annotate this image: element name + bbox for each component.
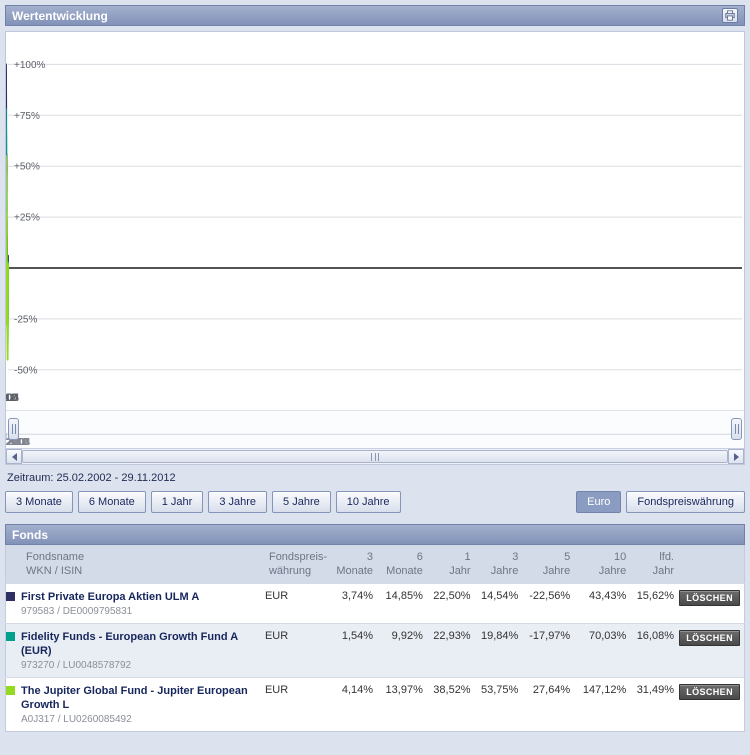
column-header-10-jahre: 10 Jahre	[574, 545, 631, 584]
chart-scrollbar[interactable]	[6, 448, 744, 464]
scrollbar-grip-icon	[371, 452, 379, 461]
chart-panel: +100%+75%+50%+25%-25%-50%200420062008201…	[5, 31, 745, 465]
svg-text:-25%: -25%	[14, 314, 37, 325]
column-header-3-jahre: 3 Jahre	[474, 545, 523, 584]
currency-button-euro[interactable]: Euro	[576, 491, 622, 513]
performance-chart[interactable]: +100% +75% +50% +25% -25% -50% 200420062008201…	[6, 32, 744, 410]
perf-10-jahre: 147,12%	[574, 677, 631, 732]
column-header-3-monate: 3 Monate	[329, 545, 378, 584]
svg-text:2004: 2004	[8, 437, 31, 448]
perf-3-monate: 3,74%	[329, 583, 378, 624]
chart-section-title: Wertentwicklung	[12, 8, 108, 23]
svg-text:2010: 2010	[6, 392, 17, 404]
scroll-right-button[interactable]	[728, 449, 744, 464]
period-button-3-jahre[interactable]: 3 Jahre	[208, 491, 268, 513]
delete-fund-button[interactable]: LÖSCHEN	[679, 590, 740, 606]
column-header-lfd-jahr: lfd. Jahr	[630, 545, 678, 584]
delete-fund-button[interactable]: LÖSCHEN	[679, 630, 740, 646]
scroll-left-button[interactable]	[6, 449, 22, 464]
svg-text:2010: 2010	[6, 437, 29, 448]
printer-glyph	[725, 10, 735, 21]
delete-fund-button[interactable]: LÖSCHEN	[679, 684, 740, 700]
range-navigator[interactable]: 2004 2006 2008 2010 2012	[6, 410, 744, 448]
fund-currency: EUR	[264, 583, 330, 624]
currency-button-fondswaehrung[interactable]: Fondspreiswährung	[626, 491, 745, 513]
series-color-swatch	[6, 632, 15, 641]
fund-wkn-isin: A0J317 / LU0260085492	[21, 714, 132, 725]
svg-text:2006: 2006	[6, 392, 19, 404]
svg-text:2012: 2012	[6, 392, 17, 404]
svg-text:-50%: -50%	[14, 365, 37, 376]
perf-3-jahre: 53,75%	[474, 677, 523, 732]
perf-lfd-jahr: 31,49%	[630, 677, 678, 732]
svg-text:2012: 2012	[6, 437, 28, 448]
column-header-fondsname: Fondsname WKN / ISIN	[5, 545, 265, 584]
scrollbar-thumb[interactable]	[22, 450, 728, 463]
perf-10-jahre: 70,03%	[574, 623, 631, 678]
svg-text:2006: 2006	[8, 437, 31, 448]
perf-5-jahre: -17,97%	[522, 623, 575, 678]
table-header-row: Fondsname WKN / ISIN Fondspreis-währung 3…	[5, 545, 745, 584]
period-button-10-jahre[interactable]: 10 Jahre	[335, 491, 401, 513]
date-range-label: Zeitraum: 25.02.2002 - 29.11.2012	[7, 472, 176, 484]
svg-text:+25%: +25%	[14, 213, 40, 224]
fund-row: Fidelity Funds - European Growth Fund A …	[5, 623, 745, 678]
fund-row: First Private Europa Aktien ULM A 979583…	[5, 583, 745, 624]
period-button-5-jahre[interactable]: 5 Jahre	[272, 491, 331, 513]
svg-text:2008: 2008	[7, 437, 30, 448]
navigator-left-handle[interactable]	[8, 418, 19, 440]
chart-section-header: Wertentwicklung	[5, 5, 745, 26]
perf-3-jahre: 14,54%	[474, 583, 523, 624]
fund-name-link[interactable]: Fidelity Funds - European Growth Fund A …	[21, 631, 238, 657]
fund-wkn-isin: 979583 / DE0009795831	[21, 606, 133, 617]
fund-performance-widget: Wertentwicklung +100% +75% +50% +25% -25% -50…	[5, 5, 745, 732]
perf-lfd-jahr: 15,62%	[630, 583, 678, 624]
perf-1-jahr: 22,93%	[426, 623, 475, 678]
perf-1-jahr: 38,52%	[426, 677, 475, 732]
series-color-swatch	[6, 686, 15, 695]
perf-6-monate: 13,97%	[377, 677, 427, 732]
perf-5-jahre: 27,64%	[522, 677, 575, 732]
column-header-waehrung: Fondspreis-währung	[264, 545, 330, 584]
column-header-actions	[678, 545, 745, 584]
fund-name-link[interactable]: The Jupiter Global Fund - Jupiter Europe…	[21, 685, 248, 711]
svg-text:2004: 2004	[6, 392, 20, 404]
perf-6-monate: 14,85%	[377, 583, 427, 624]
fund-name-link[interactable]: First Private Europa Aktien ULM A	[21, 591, 200, 603]
svg-text:+75%: +75%	[14, 111, 40, 122]
series-color-swatch	[6, 592, 15, 601]
perf-10-jahre: 43,43%	[574, 583, 631, 624]
column-header-6-monate: 6 Monate	[377, 545, 427, 584]
fund-row: The Jupiter Global Fund - Jupiter Europe…	[5, 677, 745, 732]
perf-5-jahre: -22,56%	[522, 583, 575, 624]
print-icon[interactable]	[722, 8, 738, 23]
navigator-right-handle[interactable]	[731, 418, 742, 440]
period-button-6-monate[interactable]: 6 Monate	[77, 491, 146, 513]
perf-3-monate: 1,54%	[329, 623, 378, 678]
fonds-section-title: Fonds	[12, 527, 48, 542]
svg-text:+100%: +100%	[14, 60, 46, 71]
fonds-section-header: Fonds	[5, 524, 745, 545]
fund-currency: EUR	[264, 677, 330, 732]
perf-1-jahr: 22,50%	[426, 583, 475, 624]
column-header-1-jahr: 1 Jahr	[426, 545, 475, 584]
fonds-table: Fondsname WKN / ISIN Fondspreis-währung 3…	[5, 545, 745, 732]
period-button-1-jahr[interactable]: 1 Jahr	[150, 491, 204, 513]
svg-text:2008: 2008	[6, 392, 18, 404]
column-header-5-jahre: 5 Jahre	[522, 545, 575, 584]
right-arrow-icon	[733, 452, 739, 461]
fund-wkn-isin: 973270 / LU0048578792	[21, 660, 132, 671]
perf-6-monate: 9,92%	[377, 623, 427, 678]
chart-controls: 3 Monate 6 Monate 1 Jahr 3 Jahre 5 Jahre…	[5, 491, 745, 513]
fonds-section: Fonds Fondsname WKN / ISIN Fondspreis-wäh…	[5, 524, 745, 732]
fund-currency: EUR	[264, 623, 330, 678]
left-arrow-icon	[11, 452, 17, 461]
period-button-3-monate[interactable]: 3 Monate	[5, 491, 73, 513]
perf-3-monate: 4,14%	[329, 677, 378, 732]
perf-lfd-jahr: 16,08%	[630, 623, 678, 678]
perf-3-jahre: 19,84%	[474, 623, 523, 678]
svg-text:+50%: +50%	[14, 162, 40, 173]
